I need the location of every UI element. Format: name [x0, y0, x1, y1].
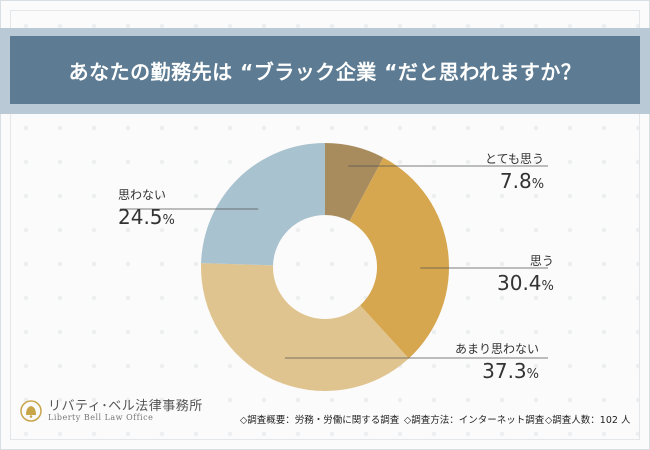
slice-0 — [325, 143, 384, 222]
bell-logo-icon — [20, 400, 42, 422]
label-amari-omowanai: あまり思わない 37.3% — [455, 340, 539, 383]
label-omou: 思う 30.4% — [497, 252, 554, 295]
page-title: あなたの勤務先は “ブラック企業 “だと思われますか？ — [68, 59, 582, 84]
slice-2 — [201, 263, 409, 392]
slice-1 — [349, 157, 449, 359]
law-office-logo: リバティ･ベル法律事務所 Liberty Bell Law Office — [20, 400, 203, 422]
category-label: 思わない — [118, 188, 167, 202]
value-label: 37.3% — [482, 359, 540, 383]
value-label: 30.4% — [497, 271, 554, 295]
logo-english: Liberty Bell Law Office — [48, 412, 154, 422]
logo-japanese: リバティ･ベル法律事務所 — [48, 399, 203, 414]
title-box: あなたの勤務先は “ブラック企業 “だと思われますか？ — [10, 36, 640, 104]
value-label: 7.8% — [499, 169, 545, 193]
label-totemo-omou: とても思う 7.8% — [485, 150, 544, 193]
category-label: 思う — [529, 254, 554, 268]
label-omowanai: 思わない 24.5% — [118, 186, 175, 229]
survey-method: ◇調査方法：インターネット調査 — [404, 415, 545, 426]
category-label: あまり思わない — [455, 342, 540, 356]
inner-border — [10, 10, 640, 440]
survey-overview: ◇調査概要：労務・労働に関する調査 — [240, 415, 400, 426]
value-label: 24.5% — [118, 205, 175, 229]
survey-count: ◇調査人数：102 人 — [545, 415, 631, 426]
category-label: とても思う — [485, 152, 545, 166]
slice-3 — [201, 143, 325, 266]
